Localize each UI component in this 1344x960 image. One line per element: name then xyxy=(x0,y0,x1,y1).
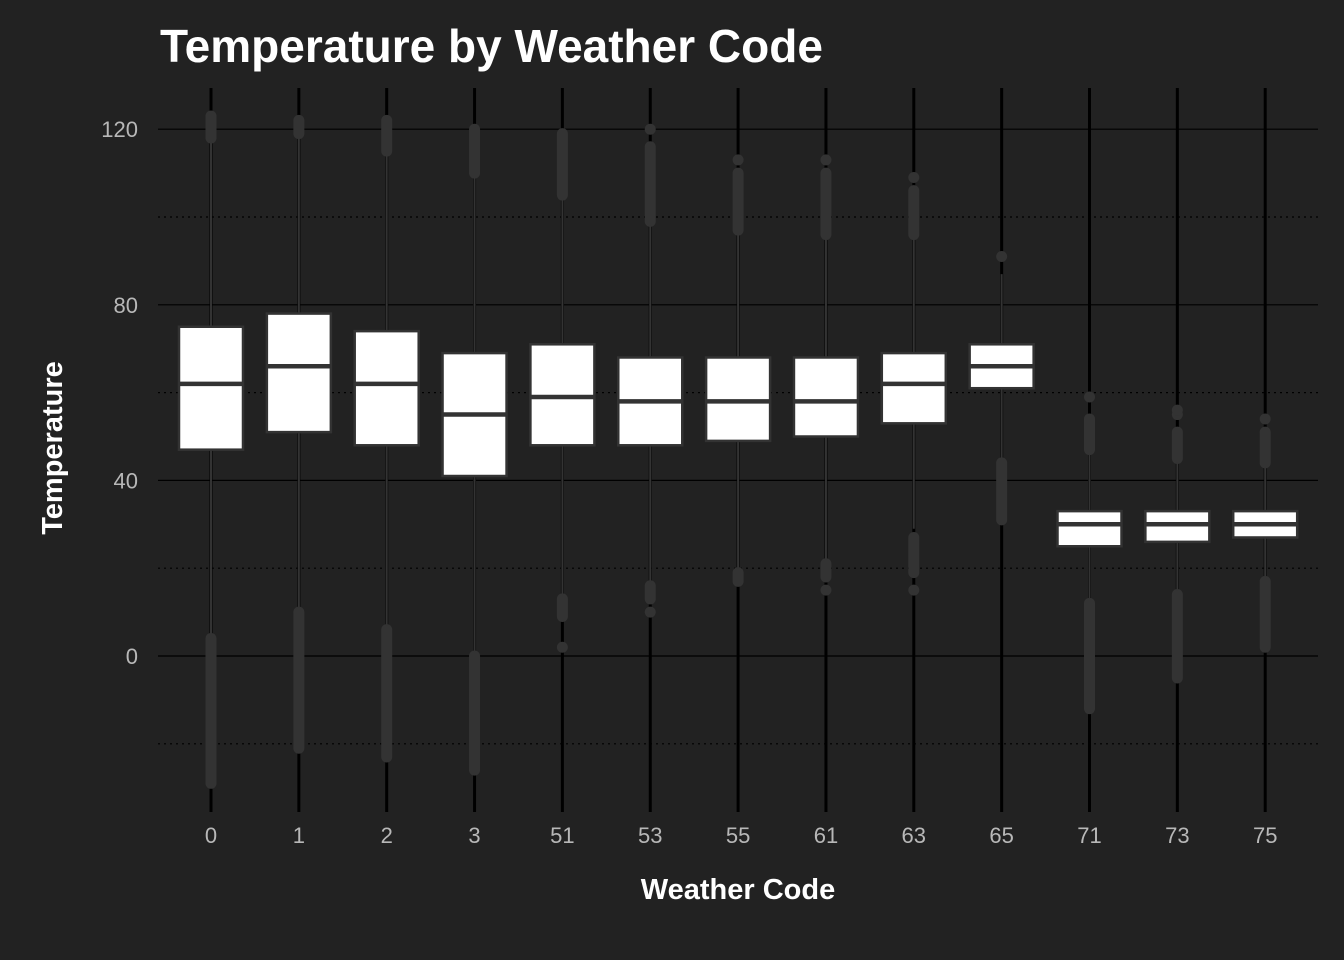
box xyxy=(880,351,948,425)
x-tick-label: 63 xyxy=(902,823,926,848)
box-group xyxy=(265,114,333,754)
box xyxy=(792,356,860,438)
box-group xyxy=(792,154,860,596)
x-tick-label: 1 xyxy=(293,823,305,848)
x-tick-label: 53 xyxy=(638,823,662,848)
box xyxy=(353,329,420,447)
box xyxy=(177,325,245,451)
x-tick-label: 51 xyxy=(550,823,574,848)
outlier-point xyxy=(820,584,832,596)
x-tick-label: 55 xyxy=(726,823,750,848)
outlier-point xyxy=(1171,404,1183,416)
box-series xyxy=(177,110,1299,789)
y-tick-label: 40 xyxy=(114,468,138,493)
outlier-point xyxy=(644,123,656,135)
box-group xyxy=(441,123,508,776)
chart-title: Temperature by Weather Code xyxy=(160,20,823,72)
box-group xyxy=(617,123,684,618)
outlier-point xyxy=(996,251,1008,263)
y-tick-label: 0 xyxy=(126,644,138,669)
y-tick-label: 80 xyxy=(114,293,138,318)
x-tick-label: 75 xyxy=(1253,823,1277,848)
outlier-point xyxy=(908,171,920,183)
x-axis-title: Weather Code xyxy=(641,874,835,906)
outlier-point xyxy=(1084,391,1095,403)
y-axis-title: Temperature xyxy=(37,361,69,535)
box-group xyxy=(1056,391,1123,715)
box-group xyxy=(177,110,245,789)
y-axis: 0 40 80 120 xyxy=(101,117,138,669)
box xyxy=(265,312,333,434)
x-tick-label: 65 xyxy=(989,823,1013,848)
outlier-point xyxy=(820,154,832,166)
x-tick-label: 71 xyxy=(1077,823,1101,848)
box-group xyxy=(968,251,1035,526)
outlier-point xyxy=(644,606,656,618)
outlier-point xyxy=(556,641,568,653)
outlier-point xyxy=(732,154,744,166)
box-group xyxy=(529,128,596,653)
x-tick-label: 3 xyxy=(468,823,480,848)
x-tick-label: 2 xyxy=(381,823,393,848)
y-tick-label: 120 xyxy=(101,117,138,142)
box-group xyxy=(704,154,772,587)
box-group xyxy=(880,171,948,596)
box-group xyxy=(1144,404,1211,684)
box-group xyxy=(353,114,420,763)
x-tick-label: 0 xyxy=(205,823,217,848)
outlier-point xyxy=(908,584,920,596)
x-tick-label: 73 xyxy=(1165,823,1189,848)
box-group xyxy=(1231,413,1299,653)
x-tick-label: 61 xyxy=(814,823,838,848)
box xyxy=(1056,509,1123,548)
outlier-point xyxy=(1259,413,1271,425)
x-axis: 0 1 2 3 51 53 55 61 63 65 71 73 75 xyxy=(205,823,1278,848)
